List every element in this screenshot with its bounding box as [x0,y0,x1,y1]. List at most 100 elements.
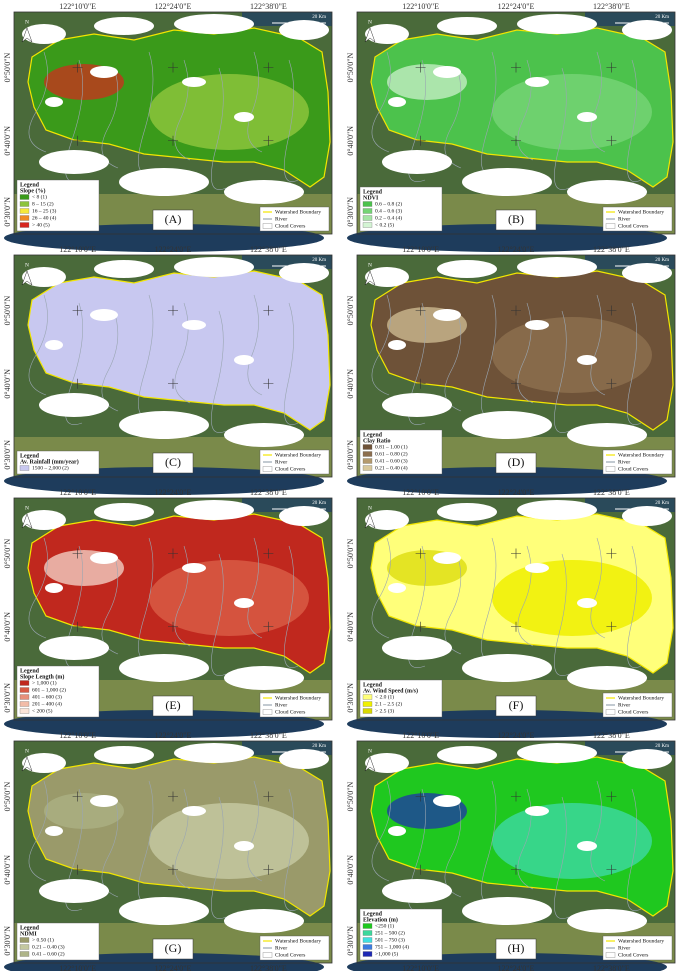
river [65,302,83,425]
y-coord-label: 0°30'0"N [346,926,355,956]
y-coord-label: 0°50'0"N [3,52,12,82]
y-coord-label: 0°40'0"N [346,126,355,156]
cloud-cover [517,257,597,277]
panel-label-box [495,695,537,717]
legend-title: Clay Ratio [363,438,391,444]
panel-label: (C) [165,455,181,469]
legend-title: Slope (%) [20,187,46,194]
north-arrow [364,270,376,286]
x-coord-label: 122°38'0"E [593,2,630,11]
y-coord-label: 0°40'0"N [3,126,12,156]
legend-swatch [19,201,30,207]
class-patch [149,560,309,636]
cloud-cover [382,636,452,660]
river [590,51,606,153]
river [283,545,299,668]
legend-swatch [262,223,273,229]
cloud-cover [45,340,63,350]
cloud-cover [525,77,549,87]
graticule-cross [168,548,178,559]
graticule-cross [415,864,426,875]
legend-heading: Legend [20,925,40,931]
cloud-cover [388,97,406,107]
legend-swatch [19,694,30,700]
cloud-cover [90,66,118,78]
panel-label: (H) [508,941,525,955]
graticule-cross [511,305,521,316]
x-coord-label: 122°38'0"E [593,245,630,254]
x-coord-label: 122°10'0"E [59,488,96,497]
y-coord-label: 0°40'0"N [346,369,355,399]
cloud-cover [279,506,329,526]
x-coord-label: 122°24'0"E [498,964,535,971]
common-legend-item: Cloud Covers [618,709,648,715]
graticule-cross [415,62,426,73]
legend-item: 1500 – 2,000 (2) [32,464,69,471]
y-coord-label: 0°30'0"N [346,683,355,713]
river [517,59,534,161]
legend-swatch [262,952,273,958]
river [371,294,391,396]
cloud-cover [567,909,647,933]
cloud-cover [567,180,647,204]
graticule-cross [415,621,426,632]
cloud-cover [577,112,597,122]
river [517,788,534,890]
legend-title: Av. Wind Speed (m/s) [363,687,418,694]
graticule-cross [511,62,521,73]
legend-box [16,922,100,961]
graticule-cross [415,548,426,559]
legend-item: 751 – 1,000 (4) [375,943,409,950]
class-patch [492,74,652,150]
graticule-cross [72,62,83,73]
cloud-cover [279,20,329,40]
x-coord-label: 122°38'0"E [250,964,287,971]
class-patch [492,560,652,636]
graticule-cross [168,135,178,146]
legend-item: >1,000 (5) [375,950,398,957]
graticule-cross [606,378,617,389]
cloud-cover [382,879,452,903]
river [283,59,299,182]
graticule-cross [511,548,521,559]
cloud-cover [525,563,549,573]
graticule-cross [511,621,521,632]
graticule-cross [511,378,521,389]
scale-label: 20 Km [312,15,326,20]
cloud-cover [119,897,209,925]
legend-swatch [19,937,30,943]
legend-swatch [362,458,373,464]
north-label: N [25,748,29,754]
cloud-cover [90,795,118,807]
x-coord-label: 122°10'0"E [59,245,96,254]
y-coord-label: 0°50'0"N [346,781,355,811]
legend-item: 0.2 – 0.4 (4) [375,214,402,221]
panel-label: (G) [165,941,182,955]
cloud-cover [39,879,109,903]
cloud-cover [279,749,329,769]
graticule-cross [415,378,426,389]
x-coord-label: 122°24'0"E [155,731,192,740]
panel-label-box [152,452,194,474]
legend-swatch [19,222,30,228]
legend-title: Av. Rainfall (mm/year) [20,458,79,465]
y-coord-label: 0°50'0"N [3,538,12,568]
river [28,294,48,396]
common-legend-item: River [275,702,287,708]
cloud-cover [94,746,154,764]
cloud-cover [279,263,329,283]
y-coord-label: 0°30'0"N [3,683,12,713]
legend-swatch [605,952,616,958]
y-coord-label: 0°50'0"N [3,295,12,325]
river [554,67,570,190]
legend-item: < 8 (1) [32,193,47,200]
legend-item: 0.4 – 0.6 (3) [375,207,402,214]
panel-label-box [152,695,194,717]
cloud-cover [525,320,549,330]
legend-swatch [362,215,373,221]
legend-heading: Legend [363,682,383,688]
north-arrow [21,756,33,772]
legend-heading: Legend [363,432,383,438]
cloud-cover [577,841,597,851]
